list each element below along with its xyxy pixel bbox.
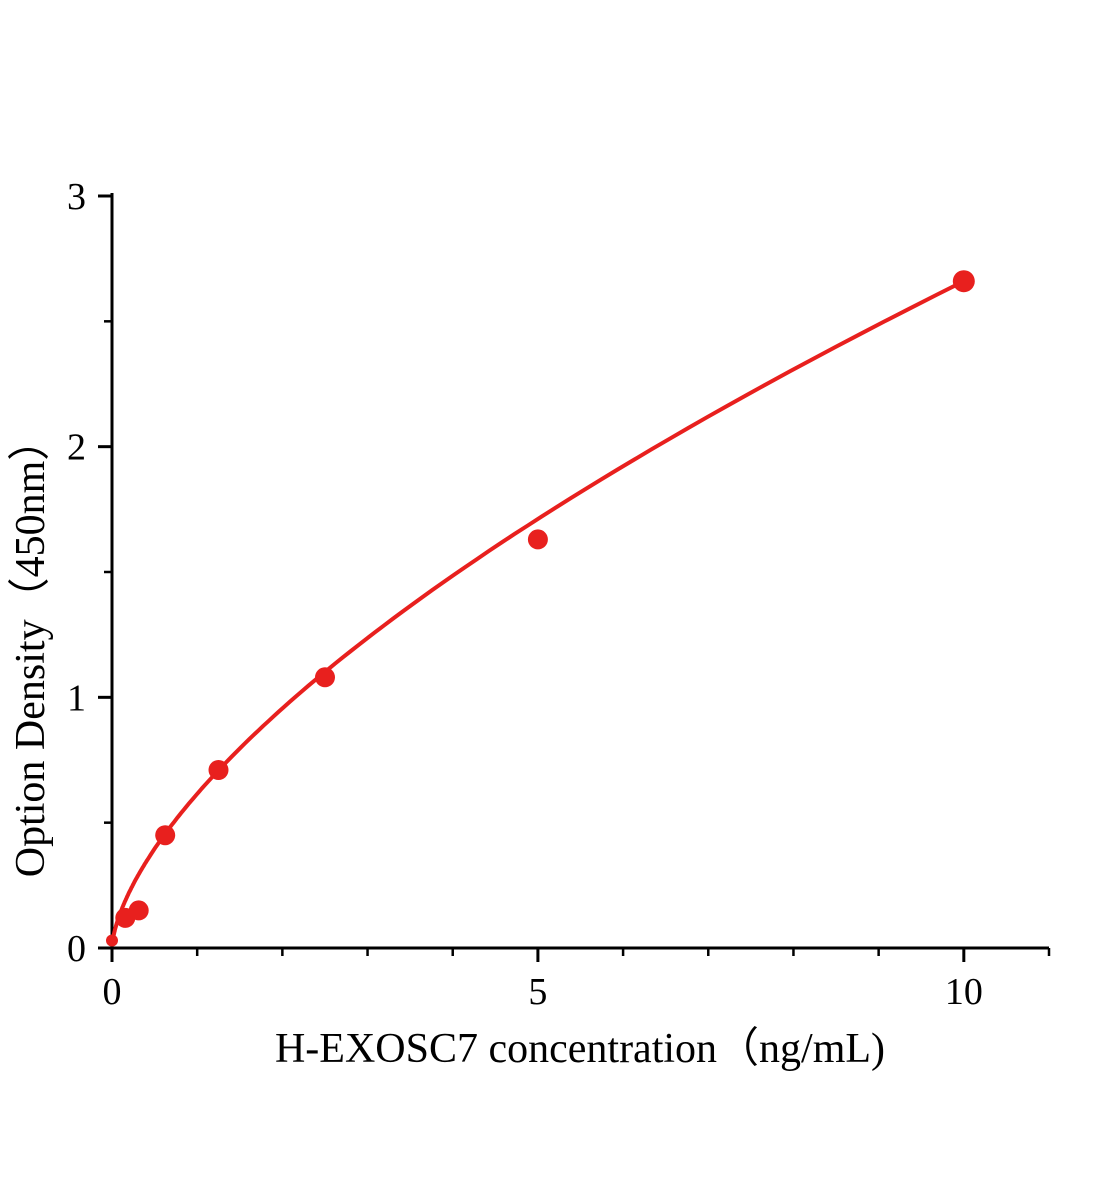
data-point	[208, 760, 229, 780]
data-point-group	[106, 270, 975, 947]
fit-curve-line	[110, 279, 966, 946]
y-tick-label: 1	[67, 677, 86, 719]
y-tick-label: 2	[67, 427, 86, 469]
y-tick-label: 3	[67, 176, 86, 218]
x-tick-label: 0	[103, 971, 122, 1013]
data-point	[106, 934, 118, 947]
data-point	[527, 529, 548, 550]
data-point	[952, 270, 975, 293]
data-point	[155, 825, 176, 846]
y-tick-label: 0	[67, 928, 86, 970]
axes: 0 5 10 0 1 2 3	[67, 176, 1051, 1013]
x-tick-label: 5	[528, 971, 547, 1013]
x-tick-label: 10	[945, 971, 983, 1013]
data-point	[315, 667, 335, 688]
y-axis-title: Option Density（450nm）	[8, 419, 54, 878]
data-point	[128, 900, 149, 921]
x-axis-title: H-EXOSC7 concentration（ng/mL)	[275, 1026, 885, 1072]
